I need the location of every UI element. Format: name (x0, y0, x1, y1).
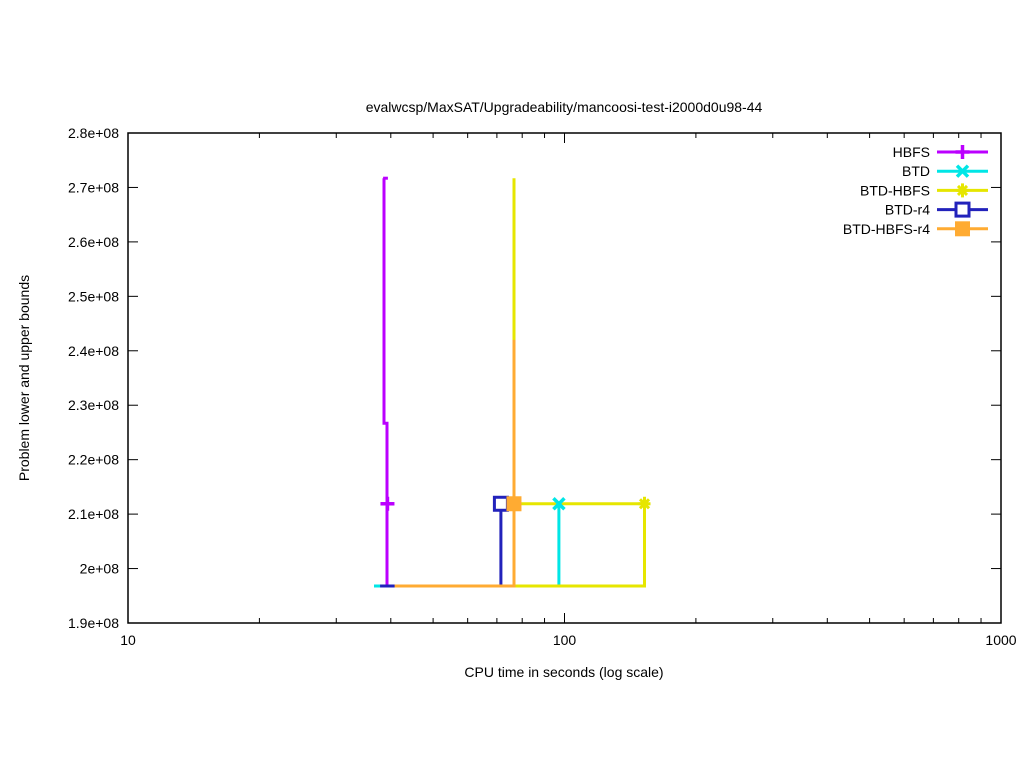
legend-label-BTD-HBFS-r4: BTD-HBFS-r4 (843, 221, 930, 237)
x-tick-label: 1000 (985, 632, 1016, 648)
legend-marker-BTD-HBFS (956, 184, 969, 196)
y-tick-label: 1.9e+08 (68, 615, 119, 631)
series-line-BTD (374, 503, 561, 588)
series-line-BTD-HBFS (512, 178, 645, 506)
series-line-BTD-HBFS-r4 (394, 339, 516, 588)
series-marker-BTD-r4 (492, 495, 509, 512)
y-tick-label: 2.4e+08 (68, 343, 119, 359)
y-tick-label: 2.7e+08 (68, 179, 119, 195)
series-line-BTD-r4 (380, 503, 503, 588)
y-tick-label: 2.2e+08 (68, 452, 119, 468)
legend-label-BTD: BTD (902, 163, 930, 179)
legend-marker-BTD (955, 164, 970, 178)
x-tick-label: 100 (553, 632, 577, 648)
x-axis-label: CPU time in seconds (log scale) (464, 664, 663, 680)
legend-label-HBFS: HBFS (893, 144, 930, 160)
series-marker-BTD-HBFS-r4 (506, 496, 522, 512)
legend-marker-BTD-r4 (954, 201, 971, 218)
x-tick-label: 10 (120, 632, 136, 648)
chart-title: evalwcsp/MaxSAT/Upgradeability/mancoosi-… (366, 99, 763, 115)
legend-label-BTD-HBFS: BTD-HBFS (860, 182, 930, 198)
legend-label-BTD-r4: BTD-r4 (885, 202, 930, 218)
plot-layer: 10 100 1000 1.9e+08 2e+08 2.1e+08 2.2e+08 2.3e+… (68, 125, 1017, 648)
y-axis-label: Problem lower and upper bounds (16, 275, 32, 481)
series-line-HBFS (382, 178, 389, 586)
legend-marker-BTD-HBFS-r4 (955, 221, 970, 237)
y-tick-label: 2.8e+08 (68, 125, 119, 141)
y-tick-label: 2.5e+08 (68, 288, 119, 304)
y-tick-label: 2.6e+08 (68, 234, 119, 250)
y-tick-label: 2.1e+08 (68, 506, 119, 522)
plot-border (127, 132, 1002, 624)
series-marker-BTD (552, 497, 566, 511)
y-tick-label: 2.3e+08 (68, 397, 119, 413)
y-tick-label: 2e+08 (80, 561, 120, 577)
series-marker-BTD-HBFS (638, 498, 651, 510)
